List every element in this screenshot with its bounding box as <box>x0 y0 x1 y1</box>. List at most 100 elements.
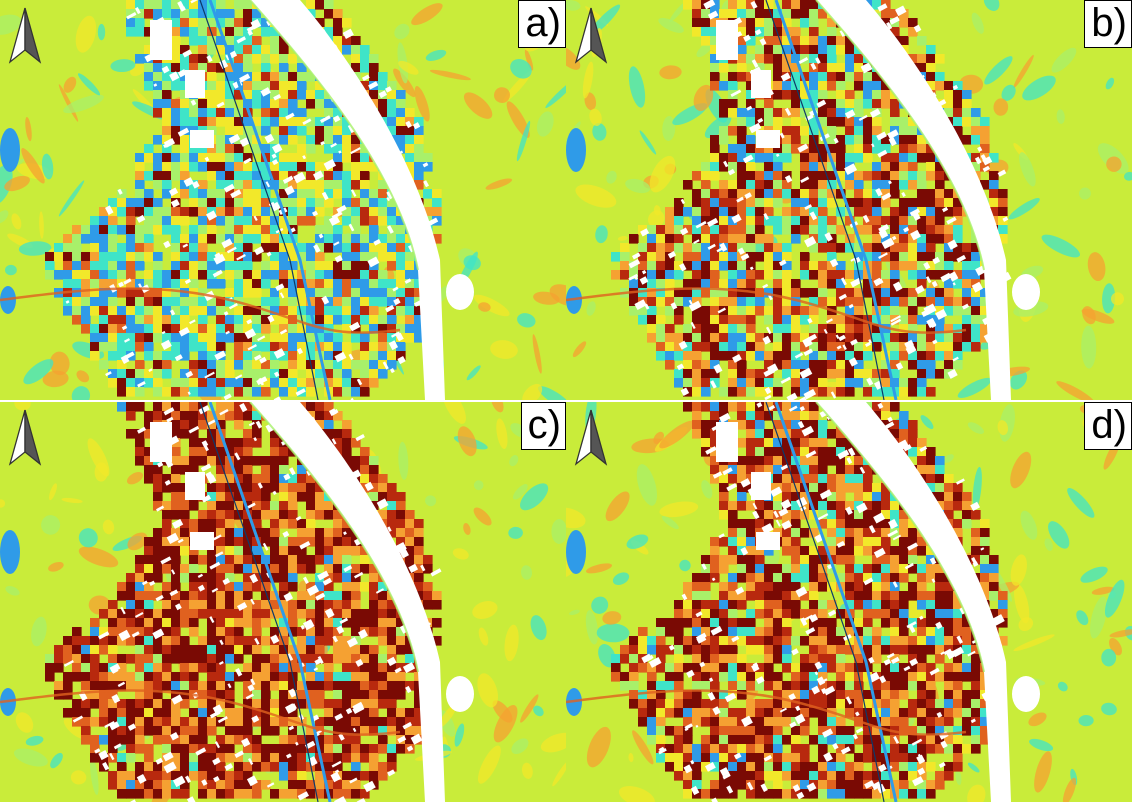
heat-cell <box>764 216 774 226</box>
heat-cell <box>890 360 900 370</box>
heat-cell <box>135 402 145 412</box>
land-cover-patch <box>457 426 477 457</box>
heat-cell <box>342 699 352 709</box>
heat-cell <box>135 252 145 262</box>
heat-cell <box>153 252 163 262</box>
heat-cell <box>683 690 693 700</box>
heat-cell <box>791 306 801 316</box>
heat-cell <box>45 672 55 682</box>
heat-cell <box>719 162 729 172</box>
heat-cell <box>234 270 244 280</box>
heat-cell <box>809 324 819 334</box>
heat-cell <box>243 171 253 181</box>
heat-cell <box>297 243 307 253</box>
heat-cell <box>207 261 217 271</box>
heat-cell <box>917 207 927 217</box>
heat-cell <box>261 537 271 547</box>
heat-cell <box>333 717 343 727</box>
heat-cell <box>396 744 406 754</box>
heat-cell <box>297 780 307 790</box>
heat-cell <box>737 63 747 73</box>
heat-cell <box>198 198 208 208</box>
heat-cell <box>405 270 415 280</box>
heat-cell <box>315 699 325 709</box>
heat-cell <box>72 663 82 673</box>
heat-cell <box>288 135 298 145</box>
heat-cell <box>728 9 738 19</box>
heat-cell <box>288 771 298 781</box>
building <box>228 133 241 144</box>
heat-cell <box>99 252 109 262</box>
heat-cell <box>135 429 145 439</box>
heat-cell <box>710 342 720 352</box>
heat-cell <box>63 636 73 646</box>
heat-cell <box>809 378 819 388</box>
heat-cell <box>261 618 271 628</box>
heat-cell <box>108 699 118 709</box>
heat-cell <box>351 717 361 727</box>
heat-cell <box>189 297 199 307</box>
heat-cell <box>171 252 181 262</box>
heat-cell <box>153 0 163 10</box>
heat-cell <box>270 342 280 352</box>
land-cover-patch <box>496 418 508 449</box>
heat-cell <box>701 324 711 334</box>
heat-cell <box>369 672 379 682</box>
building <box>124 338 131 343</box>
heat-cell <box>908 198 918 208</box>
heat-cell <box>180 27 190 37</box>
heat-cell <box>387 261 397 271</box>
building <box>749 266 754 271</box>
heat-cell <box>225 744 235 754</box>
heat-cell <box>279 315 289 325</box>
heat-cell <box>261 27 271 37</box>
heat-cell <box>198 636 208 646</box>
heat-cell <box>117 672 127 682</box>
heat-cell <box>153 81 163 91</box>
heat-cell <box>917 369 927 379</box>
heat-cell <box>387 681 397 691</box>
land-cover-patch <box>4 175 30 192</box>
heat-cell <box>216 36 226 46</box>
canal-line <box>208 402 332 802</box>
heat-cell <box>333 117 343 127</box>
heat-cell <box>315 81 325 91</box>
heat-cell <box>710 333 720 343</box>
heat-cell <box>135 171 145 181</box>
heat-cell <box>81 324 91 334</box>
heat-cell <box>225 324 235 334</box>
heat-cell <box>692 402 702 412</box>
heat-cell <box>845 153 855 163</box>
heat-cell <box>135 735 145 745</box>
building <box>394 667 402 674</box>
heat-cell <box>207 306 217 316</box>
heat-cell <box>854 306 864 316</box>
heat-cell <box>117 288 127 298</box>
heat-cell <box>153 654 163 664</box>
heat-cell <box>288 360 298 370</box>
heat-cell <box>387 726 397 736</box>
heat-cell <box>153 771 163 781</box>
heat-cell <box>953 279 963 289</box>
heat-cell <box>117 789 127 799</box>
heat-cell <box>153 537 163 547</box>
heat-cell <box>710 360 720 370</box>
heat-cell <box>890 378 900 388</box>
heat-cell <box>728 351 738 361</box>
heat-cell <box>171 27 181 37</box>
heat-cell <box>126 207 136 217</box>
heat-cell <box>189 36 199 46</box>
creek-line <box>0 287 401 334</box>
heat-cell <box>414 699 424 709</box>
heat-cell <box>701 171 711 181</box>
heat-cell <box>414 144 424 154</box>
heat-cell <box>683 645 693 655</box>
heat-cell <box>288 663 298 673</box>
heat-cell <box>153 351 163 361</box>
building <box>799 367 813 379</box>
heat-cell <box>252 369 262 379</box>
heat-cell <box>189 324 199 334</box>
heat-cell <box>198 387 208 397</box>
heat-cell <box>270 36 280 46</box>
heat-cell <box>665 234 675 244</box>
